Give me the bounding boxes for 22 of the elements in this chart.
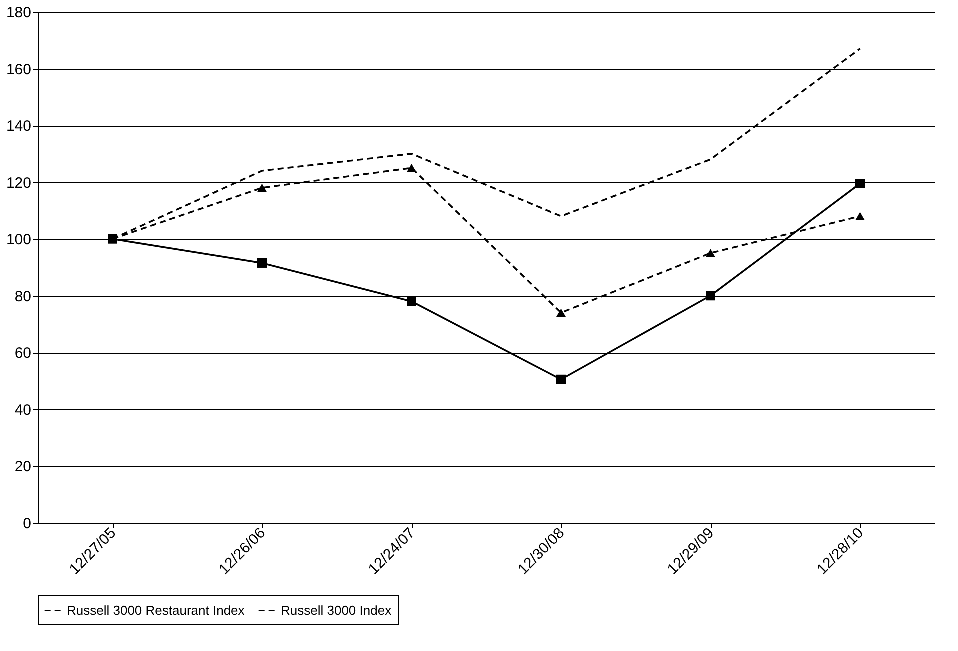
y-tick-label: 80 bbox=[14, 288, 32, 306]
y-tick-label: 20 bbox=[14, 458, 32, 476]
point bbox=[407, 296, 416, 306]
y-tick-label: 0 bbox=[23, 516, 32, 532]
point bbox=[856, 179, 865, 188]
point bbox=[706, 249, 716, 258]
y-tick-label: 40 bbox=[14, 402, 32, 419]
y-tick-label: 140 bbox=[6, 118, 32, 136]
point bbox=[407, 164, 416, 172]
y-tick-label: 160 bbox=[6, 61, 32, 78]
point bbox=[856, 212, 865, 221]
point bbox=[258, 258, 267, 268]
y-tick-label: 100 bbox=[6, 232, 32, 249]
point bbox=[258, 184, 267, 192]
y-tick-label: 180 bbox=[6, 4, 32, 22]
point bbox=[556, 308, 566, 318]
legend-label: Russell 3000 Restaurant Index bbox=[67, 602, 246, 618]
point bbox=[706, 291, 716, 301]
legend-label: Russell 3000 Index bbox=[281, 602, 392, 618]
point bbox=[556, 374, 566, 384]
y-tick-label: 120 bbox=[6, 174, 32, 192]
y-tick-label: 60 bbox=[14, 345, 32, 362]
